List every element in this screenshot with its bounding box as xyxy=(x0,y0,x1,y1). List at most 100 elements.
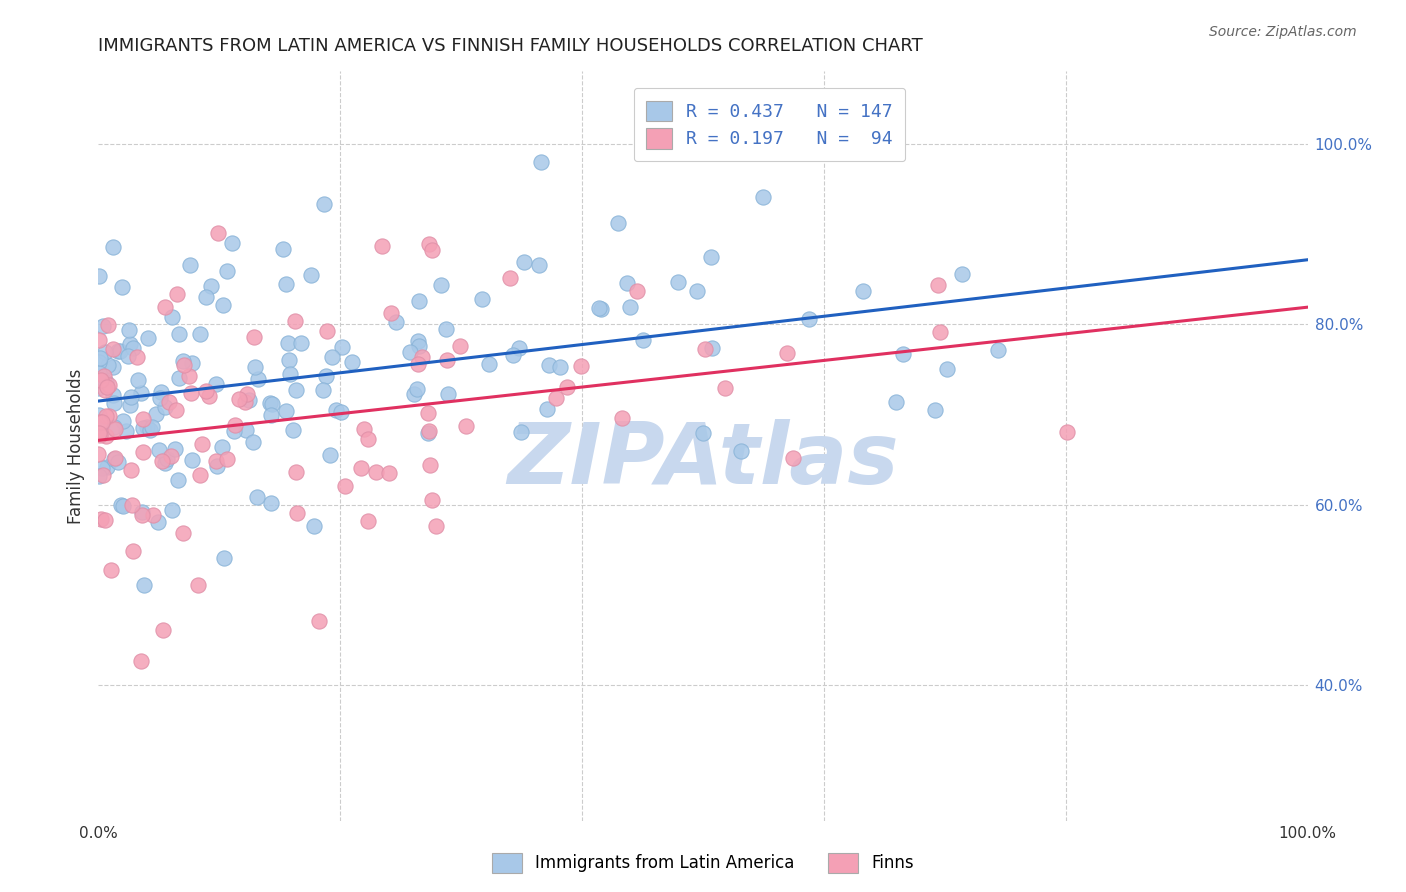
Point xyxy=(179,258,201,272)
Point xyxy=(89,426,111,441)
Point xyxy=(752,190,775,204)
Point xyxy=(138,423,160,437)
Point xyxy=(569,359,592,374)
Point xyxy=(163,442,186,456)
Point xyxy=(131,508,153,523)
Point xyxy=(145,407,167,421)
Point xyxy=(478,357,501,371)
Point xyxy=(115,424,138,438)
Legend: R = 0.437   N = 147, R = 0.197   N =  94: R = 0.437 N = 147, R = 0.197 N = 94 xyxy=(634,88,905,161)
Point xyxy=(89,355,111,369)
Point xyxy=(284,465,307,479)
Point xyxy=(187,578,209,592)
Point xyxy=(188,468,211,483)
Point xyxy=(924,403,946,417)
Point xyxy=(167,473,190,487)
Point xyxy=(499,271,522,285)
Point xyxy=(207,226,229,240)
Point xyxy=(142,508,165,522)
Point xyxy=(87,426,110,441)
Point xyxy=(312,384,335,398)
Point xyxy=(197,389,219,403)
Point xyxy=(205,454,228,468)
Point xyxy=(693,342,716,356)
Point xyxy=(153,457,176,471)
Point xyxy=(121,543,143,558)
Point xyxy=(408,334,430,348)
Point xyxy=(181,356,204,370)
Legend: Immigrants from Latin America, Finns: Immigrants from Latin America, Finns xyxy=(485,847,921,880)
Point xyxy=(302,519,325,533)
Point xyxy=(110,498,132,512)
Point xyxy=(285,384,308,398)
Point xyxy=(612,411,634,425)
Point xyxy=(156,452,179,467)
Point xyxy=(211,297,233,311)
Point xyxy=(588,301,610,315)
Point xyxy=(315,368,337,383)
Point xyxy=(371,238,394,252)
Point xyxy=(666,275,689,289)
Point xyxy=(987,343,1010,357)
Point xyxy=(884,395,907,409)
Point xyxy=(167,326,190,341)
Point xyxy=(797,311,820,326)
Point xyxy=(127,350,149,364)
Point xyxy=(631,333,654,347)
Point xyxy=(221,235,243,250)
Point xyxy=(110,343,132,358)
Point xyxy=(89,351,111,365)
Point xyxy=(169,370,191,384)
Point xyxy=(243,330,266,344)
Point xyxy=(87,366,110,380)
Point xyxy=(284,314,307,328)
Point xyxy=(607,216,630,230)
Point xyxy=(357,433,380,447)
Point xyxy=(87,447,110,461)
Point xyxy=(120,390,142,404)
Point xyxy=(103,419,125,434)
Point xyxy=(928,325,950,339)
Point xyxy=(471,292,494,306)
Point xyxy=(160,310,183,325)
Point xyxy=(93,344,115,359)
Point xyxy=(430,278,453,293)
Point xyxy=(548,359,571,374)
Point xyxy=(530,155,553,169)
Point xyxy=(616,276,638,290)
Point xyxy=(325,403,347,417)
Point xyxy=(380,306,402,320)
Point xyxy=(214,550,236,565)
Point xyxy=(152,623,174,637)
Point xyxy=(136,331,159,345)
Point xyxy=(416,426,439,441)
Point xyxy=(285,506,308,520)
Point xyxy=(278,367,301,381)
Point xyxy=(406,357,429,371)
Point xyxy=(342,355,364,369)
Point xyxy=(94,383,117,397)
Point xyxy=(277,353,299,368)
Point xyxy=(180,386,202,401)
Point xyxy=(90,460,112,475)
Point xyxy=(87,468,110,483)
Point xyxy=(537,359,560,373)
Point xyxy=(730,443,752,458)
Text: ZIPAtlas: ZIPAtlas xyxy=(508,419,898,502)
Point xyxy=(936,361,959,376)
Point xyxy=(100,563,122,577)
Point xyxy=(148,443,170,458)
Point xyxy=(94,409,117,423)
Point xyxy=(195,290,218,304)
Point xyxy=(277,336,299,351)
Point xyxy=(104,422,127,436)
Point xyxy=(419,458,441,472)
Point xyxy=(378,466,401,480)
Point xyxy=(160,450,183,464)
Point xyxy=(308,614,330,628)
Point xyxy=(512,255,534,269)
Point xyxy=(211,440,233,454)
Point xyxy=(950,267,973,281)
Point xyxy=(260,397,283,411)
Point xyxy=(132,578,155,592)
